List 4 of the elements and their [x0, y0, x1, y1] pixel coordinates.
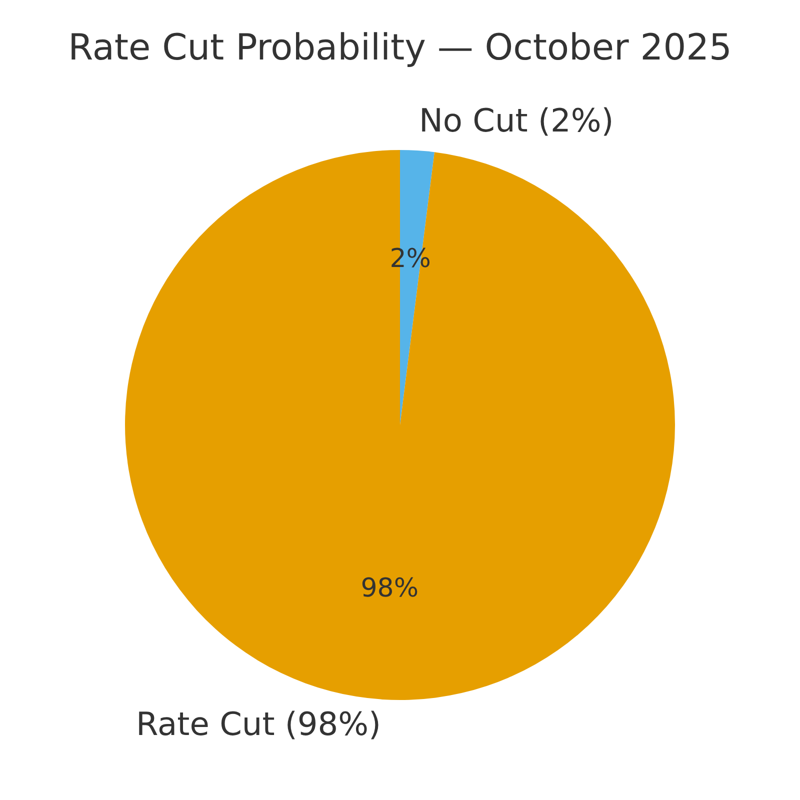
data-label: 98% [360, 573, 419, 604]
slice-label: Rate Cut (98%) [136, 705, 382, 744]
slice-label: No Cut (2%) [418, 101, 614, 140]
chart-title: Rate Cut Probability — October 2025 [68, 27, 732, 68]
